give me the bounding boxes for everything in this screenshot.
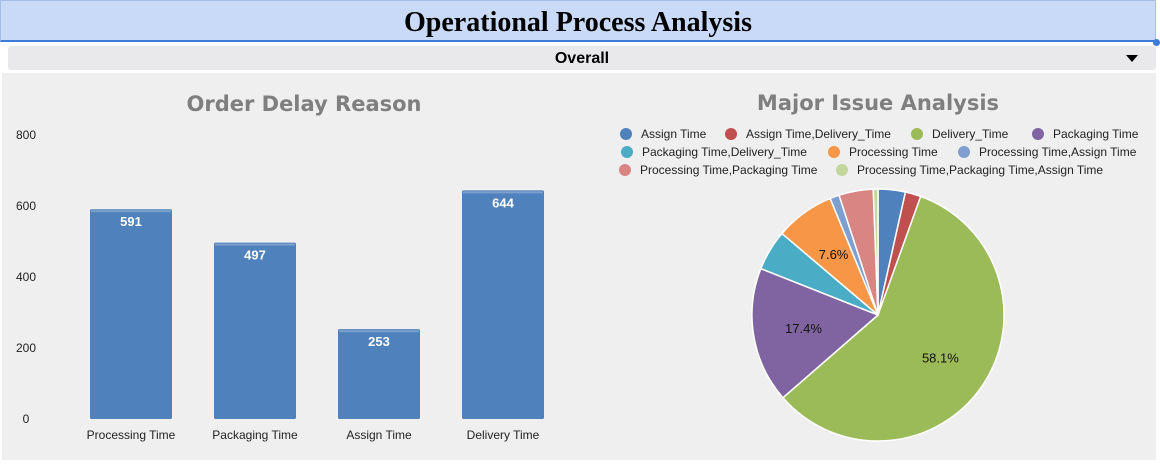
legend-swatch xyxy=(725,128,737,140)
y-tick-label: 800 xyxy=(16,128,36,142)
pie-slice[interactable] xyxy=(872,188,879,316)
legend-label[interactable]: Processing Time xyxy=(849,145,938,159)
y-tick-label: 400 xyxy=(16,270,36,284)
y-tick-label: 0 xyxy=(23,412,30,426)
caret-down-icon[interactable] xyxy=(1126,55,1138,62)
legend-swatch xyxy=(911,128,923,140)
y-tick-label: 600 xyxy=(16,199,36,213)
bar[interactable] xyxy=(462,190,544,419)
dashboard-title-bar: Operational Process Analysis xyxy=(0,0,1156,42)
bar-chart-title: Order Delay Reason xyxy=(186,92,421,116)
legend-swatch xyxy=(836,164,848,176)
page-title: Operational Process Analysis xyxy=(404,7,752,38)
bar-data-label: 591 xyxy=(120,214,142,229)
filter-selected-value: Overall xyxy=(554,50,610,67)
legend-swatch xyxy=(828,146,840,158)
legend-swatch xyxy=(620,128,632,140)
legend-label[interactable]: Processing Time,Packaging Time,Assign Ti… xyxy=(857,163,1103,177)
pie-chart: Major Issue Analysis Assign Time Assign T… xyxy=(619,91,1139,442)
pie-chart-title: Major Issue Analysis xyxy=(757,91,999,115)
bar-highlight xyxy=(463,191,543,194)
bar-data-label: 253 xyxy=(368,334,390,349)
pie-slice[interactable] xyxy=(781,195,1005,442)
legend-label[interactable]: Assign Time xyxy=(641,127,707,141)
bar-highlight xyxy=(215,243,295,246)
bar-data-label: 497 xyxy=(244,248,266,263)
bar-chart: Order Delay Reason 0 200 400 600 800 591 497 2… xyxy=(16,92,544,442)
charts-panel: Order Delay Reason 0 200 400 600 800 591 497 2… xyxy=(2,73,1156,460)
legend-label[interactable]: Assign Time,Delivery_Time xyxy=(746,127,891,141)
bar[interactable] xyxy=(338,329,420,419)
x-category-label: Processing Time xyxy=(87,428,176,442)
legend-label[interactable]: Processing Time,Assign Time xyxy=(979,145,1137,159)
filter-dropdown[interactable]: Overall xyxy=(8,46,1156,70)
bar-highlight xyxy=(91,210,171,213)
legend-swatch xyxy=(1032,128,1044,140)
legend-label[interactable]: Delivery_Time xyxy=(932,127,1009,141)
bar-data-label: 644 xyxy=(492,195,514,210)
charts-canvas: Order Delay Reason 0 200 400 600 800 591 497 2… xyxy=(16,91,1139,442)
y-tick-label: 200 xyxy=(16,341,36,355)
bar-highlight xyxy=(339,330,419,333)
resize-handle[interactable] xyxy=(1153,39,1160,46)
bar[interactable] xyxy=(90,209,172,419)
bar[interactable] xyxy=(214,242,296,419)
legend-label[interactable]: Packaging Time,Delivery_Time xyxy=(642,145,807,159)
x-category-label: Assign Time xyxy=(346,428,412,442)
legend-label[interactable]: Processing Time,Packaging Time xyxy=(640,163,818,177)
legend-swatch xyxy=(958,146,970,158)
pie-slice-label: 58.1% xyxy=(922,351,959,366)
x-category-label: Delivery Time xyxy=(467,428,540,442)
legend-swatch xyxy=(621,146,633,158)
legend-swatch xyxy=(619,164,631,176)
pie-slice-label: 7.6% xyxy=(819,247,849,262)
legend-label[interactable]: Packaging Time xyxy=(1053,127,1139,141)
pie-slice[interactable] xyxy=(751,267,880,399)
pie-slice-label: 17.4% xyxy=(785,321,822,336)
x-category-label: Packaging Time xyxy=(212,428,298,442)
